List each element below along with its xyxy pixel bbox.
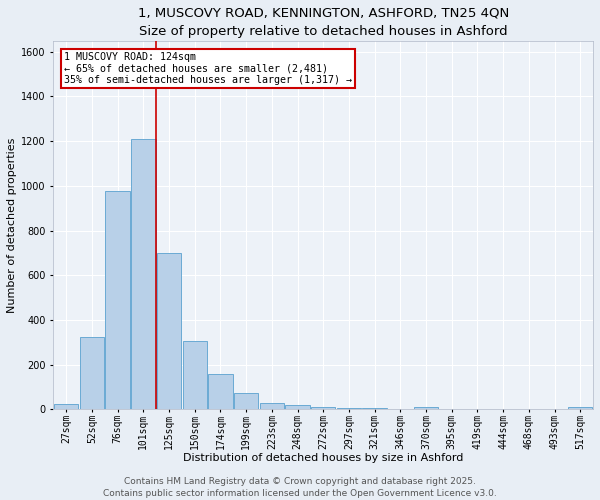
Text: 1 MUSCOVY ROAD: 124sqm
← 65% of detached houses are smaller (2,481)
35% of semi-: 1 MUSCOVY ROAD: 124sqm ← 65% of detached… (64, 52, 352, 85)
X-axis label: Distribution of detached houses by size in Ashford: Distribution of detached houses by size … (183, 453, 463, 463)
Bar (80, 337, 104, 409)
Bar (311, 407, 335, 410)
Bar (234, 394, 259, 409)
Bar (131, 139, 155, 409)
Text: Contains HM Land Registry data © Crown copyright and database right 2025.
Contai: Contains HM Land Registry data © Crown c… (103, 476, 497, 498)
Bar (157, 253, 181, 410)
Y-axis label: Number of detached properties: Number of detached properties (7, 138, 17, 312)
Bar (260, 403, 284, 409)
Bar (182, 342, 207, 409)
Bar (106, 192, 130, 410)
Bar (337, 408, 361, 410)
Bar (568, 407, 592, 410)
Title: 1, MUSCOVY ROAD, KENNINGTON, ASHFORD, TN25 4QN
Size of property relative to deta: 1, MUSCOVY ROAD, KENNINGTON, ASHFORD, TN… (137, 7, 509, 38)
Bar (54, 404, 79, 409)
Bar (362, 408, 387, 410)
Bar (286, 405, 310, 409)
Bar (208, 374, 233, 410)
Bar (414, 407, 438, 410)
